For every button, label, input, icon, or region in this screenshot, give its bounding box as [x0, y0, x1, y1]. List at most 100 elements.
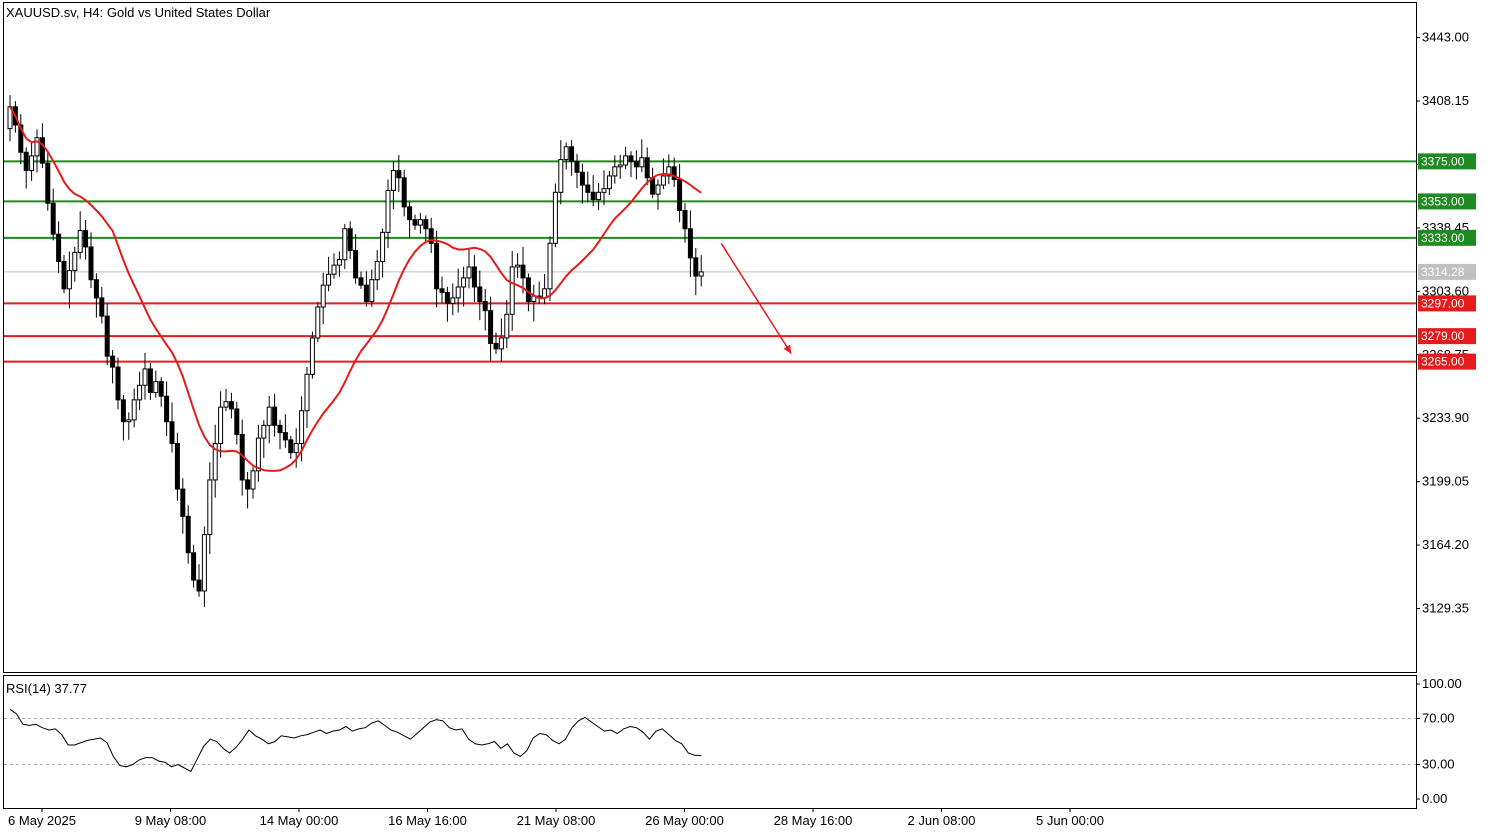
candle-body [315, 306, 321, 339]
price-tick-label: 3199.05 [1422, 474, 1469, 489]
current-price-label: 3314.28 [1421, 265, 1465, 279]
candle-body [39, 137, 45, 164]
candle-body [628, 155, 634, 162]
candle-body [563, 146, 569, 161]
candle-body [212, 443, 218, 481]
resistance-level-tag-label: 3353.00 [1421, 194, 1465, 208]
candle-body [234, 408, 240, 435]
time-tick-label: 21 May 08:00 [517, 813, 596, 828]
candle-body [606, 175, 612, 190]
candle-body [185, 515, 191, 554]
candle-body [245, 479, 251, 490]
support-level-tag [1418, 328, 1476, 345]
candle-body [218, 406, 224, 445]
candle-body [401, 177, 407, 208]
candle-body [612, 166, 618, 177]
candlestick-series [7, 95, 704, 608]
price-tick-label: 3164.20 [1422, 537, 1469, 552]
candle-body [45, 162, 51, 204]
candle-body [515, 264, 521, 268]
candle-body [482, 301, 488, 312]
candle-body [261, 424, 267, 439]
time-tick-label: 14 May 00:00 [260, 813, 339, 828]
price-level-lines [4, 160, 1416, 363]
time-tick-label: 28 May 16:00 [774, 813, 853, 828]
candle-body [126, 419, 132, 423]
candle-body [687, 228, 693, 259]
candle-body [385, 190, 391, 233]
candle-body [72, 251, 78, 272]
candle-body [450, 297, 456, 304]
price-tick-label: 3233.90 [1422, 410, 1469, 425]
candle-body [18, 124, 24, 153]
candle-body [396, 169, 402, 179]
rsi-polyline [9, 708, 702, 773]
chart-title: XAUUSD.sv, H4: Gold vs United States Dol… [6, 5, 271, 20]
time-tick-label: 2 Jun 08:00 [908, 813, 976, 828]
candle-body [693, 257, 699, 277]
candle-body [131, 399, 137, 421]
candle-body [250, 470, 256, 490]
candle-body [407, 206, 413, 221]
support-level-tag [1418, 295, 1476, 312]
candle-body [677, 179, 683, 212]
candle-body [180, 488, 186, 517]
candle-body [288, 439, 294, 454]
candle-body [29, 155, 35, 171]
candle-body [255, 437, 261, 472]
candle-body [423, 219, 429, 230]
candle-body [358, 277, 364, 286]
support-level-tag-label: 3265.00 [1421, 355, 1465, 369]
candle-body [504, 313, 510, 339]
candle-body [272, 406, 278, 426]
candle-body [569, 146, 575, 162]
price-tick-label: 3303.60 [1422, 283, 1469, 298]
candle-body [88, 246, 94, 281]
time-tick-label: 26 May 00:00 [645, 813, 724, 828]
candle-body [77, 230, 83, 253]
candle-body [56, 233, 62, 262]
rsi-panel-frame [3, 675, 1417, 809]
candle-body [455, 286, 461, 299]
candle-body [299, 410, 305, 445]
candle-body [331, 264, 337, 275]
resistance-level-tag [1418, 153, 1476, 170]
candle-body [412, 219, 418, 226]
current-price-tag [1418, 263, 1476, 280]
candle-body [558, 159, 564, 193]
candle-body [196, 579, 202, 592]
candle-body [633, 160, 639, 168]
candle-body [174, 443, 180, 490]
support-level-tag-label: 3279.00 [1421, 329, 1465, 343]
candle-body [34, 137, 40, 157]
candle-body [601, 188, 607, 193]
candle-body [644, 157, 650, 179]
candle-body [228, 401, 234, 410]
time-tick-label: 9 May 08:00 [135, 813, 207, 828]
rsi-line [9, 708, 702, 773]
candle-body [23, 151, 29, 171]
candle-body [142, 368, 148, 386]
candle-body [428, 228, 434, 244]
candle-body [266, 406, 272, 426]
candle-body [282, 432, 288, 441]
time-tick-label: 16 May 16:00 [388, 813, 467, 828]
candle-body [520, 264, 526, 279]
rsi-level-lines [4, 718, 1416, 765]
candle-body [590, 191, 596, 201]
moving-average-line [9, 106, 702, 472]
candle-body [137, 384, 143, 401]
candle-body [666, 166, 672, 177]
candle-body [374, 260, 380, 281]
candle-body [671, 166, 677, 181]
time-tick-label: 5 Jun 00:00 [1036, 813, 1104, 828]
candle-body [655, 184, 661, 195]
candle-body [660, 175, 666, 186]
support-level-tag-label: 3297.00 [1421, 296, 1465, 310]
candle-body [434, 242, 440, 290]
trend-arrow [720, 242, 792, 355]
candle-body [115, 366, 121, 401]
candle-body [347, 228, 353, 252]
candle-body [304, 373, 310, 412]
candle-body [369, 279, 375, 303]
